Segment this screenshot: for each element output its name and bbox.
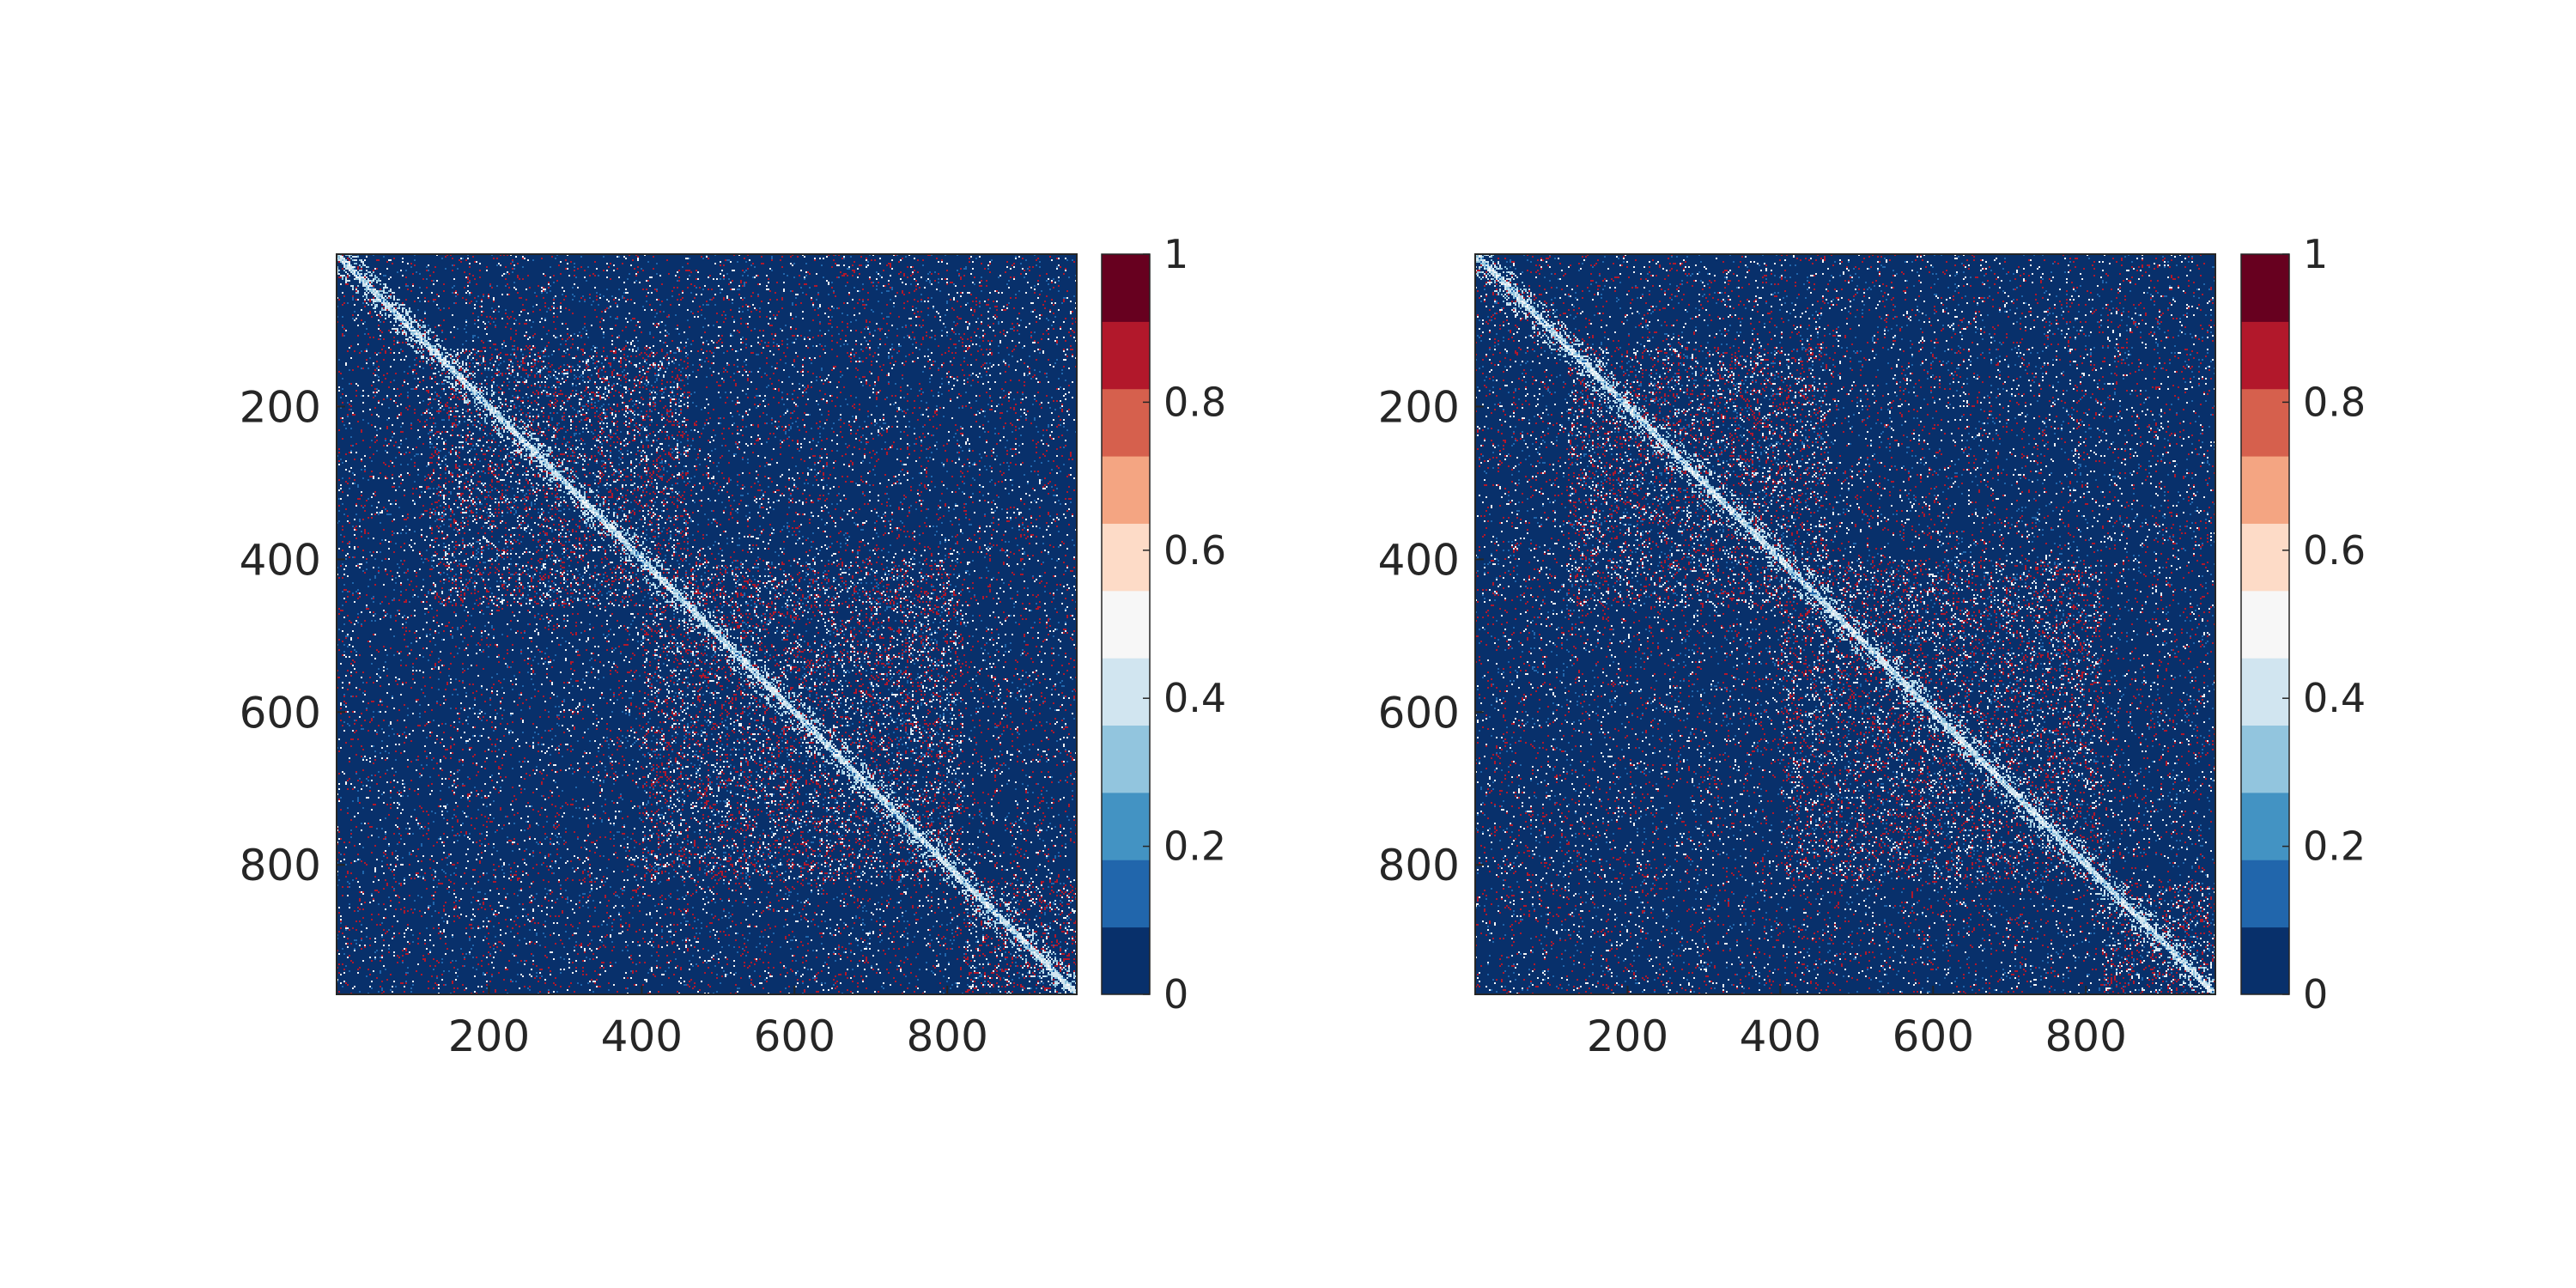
colorbar-segment [1102, 590, 1150, 659]
colorbar-tick-label: 1 [1163, 231, 1188, 277]
x-tick-label: 600 [754, 1012, 835, 1061]
colorbar-segment [2241, 792, 2289, 860]
x-tick-label: 800 [906, 1012, 987, 1061]
colorbar-tick-label: 0.2 [2303, 823, 2366, 870]
colorbar: 0 0.2 0.4 0.6 0.8 1 [1101, 231, 1226, 1018]
colorbar-segment [2241, 590, 2289, 659]
y-tick-label: 800 [240, 841, 321, 890]
y-tick-label: 800 [1378, 841, 1460, 890]
colorbar-segment [1102, 792, 1150, 860]
heatmap-panel-1: 200 400 600 800 200 400 600 800 0 0.2 0.4 0.6 0.8 1 [240, 231, 1227, 1061]
colorbar-segment [2241, 388, 2289, 457]
colorbar-segment [1102, 860, 1150, 928]
colorbar: 0 0.2 0.4 0.6 0.8 1 [2240, 231, 2366, 1018]
x-tick-label: 400 [601, 1012, 683, 1061]
y-tick-label: 400 [240, 535, 321, 585]
colorbar-tick-label: 1 [2303, 231, 2328, 277]
colorbar-segment [2241, 725, 2289, 793]
x-tick-label: 200 [1587, 1012, 1668, 1061]
colorbar-tick-label: 0.4 [2303, 675, 2366, 721]
y-tick-label: 200 [240, 382, 321, 432]
heatmap-panel-2: 200 400 600 800 200 400 600 800 0 0.2 0.4 0.6 0.8 1 [1378, 231, 2366, 1061]
colorbar-segment [1102, 523, 1150, 592]
heatmap-cells [1475, 254, 2215, 994]
colorbar-segment [2241, 321, 2289, 390]
y-tick-label: 600 [240, 688, 321, 738]
colorbar-segment [2241, 254, 2289, 322]
colorbar-segment [1102, 725, 1150, 793]
x-tick-label: 800 [2044, 1012, 2126, 1061]
y-tick-label: 400 [1378, 535, 1460, 585]
colorbar-segment [2241, 860, 2289, 928]
heatmap-cells [337, 254, 1077, 994]
colorbar-tick-label: 0.8 [2303, 379, 2366, 425]
colorbar-segment [1102, 254, 1150, 322]
heatmap-panels: 200 400 600 80020040060080000.20.40.60.8120… [240, 231, 2366, 1061]
colorbar-segment [2241, 456, 2289, 524]
heatmap-matrix [1475, 254, 2215, 994]
colorbar-tick-label: 0.6 [2303, 527, 2366, 574]
y-tick-label: 600 [1378, 688, 1460, 738]
y-tick-label: 200 [1378, 382, 1460, 432]
x-tick-label: 200 [448, 1012, 530, 1061]
colorbar-segment [2241, 523, 2289, 592]
colorbar-segment [2241, 927, 2289, 995]
colorbar-segment [1102, 321, 1150, 390]
colorbar-tick-label: 0 [2303, 971, 2328, 1018]
heatmap-frame [336, 253, 1078, 995]
colorbar-tick-label: 0.6 [1163, 527, 1226, 574]
colorbar-tick-label: 0.4 [1163, 675, 1226, 721]
colorbar-frame [2240, 253, 2290, 995]
colorbar-tick-label: 0.2 [1163, 823, 1226, 870]
colorbar-segment [1102, 388, 1150, 457]
colorbar-segment [2241, 658, 2289, 726]
heatmap-matrix [337, 254, 1077, 994]
colorbar-tick-label: 0 [1163, 971, 1188, 1018]
colorbar-tick-label: 0.8 [1163, 379, 1226, 425]
heatmap-frame [1474, 253, 2216, 995]
colorbar-frame [1101, 253, 1151, 995]
colorbar-segment [1102, 456, 1150, 524]
x-tick-label: 400 [1740, 1012, 1821, 1061]
x-tick-label: 600 [1893, 1012, 1974, 1061]
colorbar-segment [1102, 927, 1150, 995]
colorbar-segment [1102, 658, 1150, 726]
